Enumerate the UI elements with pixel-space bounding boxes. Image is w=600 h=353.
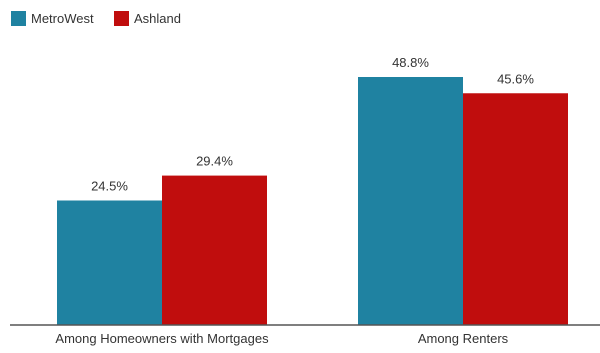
category-labels: Among Homeowners with Mortgages Among Ren… bbox=[55, 331, 508, 346]
bars bbox=[57, 77, 568, 325]
legend-swatch-metrowest bbox=[11, 11, 26, 26]
legend-swatch-ashland bbox=[114, 11, 129, 26]
data-label-metrowest-1: 48.8% bbox=[392, 55, 429, 70]
bar-metrowest-1 bbox=[358, 77, 463, 325]
data-label-ashland-1: 45.6% bbox=[497, 71, 534, 86]
legend: MetroWest Ashland bbox=[11, 11, 181, 26]
bar-ashland-1 bbox=[463, 93, 568, 325]
data-labels: 24.5% 29.4% 48.8% 45.6% bbox=[91, 55, 534, 193]
bar-metrowest-0 bbox=[57, 200, 162, 325]
category-label-0: Among Homeowners with Mortgages bbox=[55, 331, 269, 346]
category-label-1: Among Renters bbox=[418, 331, 509, 346]
bar-ashland-0 bbox=[162, 175, 267, 325]
data-label-ashland-0: 29.4% bbox=[196, 154, 233, 169]
legend-label-ashland: Ashland bbox=[134, 11, 181, 26]
legend-label-metrowest: MetroWest bbox=[31, 11, 94, 26]
data-label-metrowest-0: 24.5% bbox=[91, 178, 128, 193]
